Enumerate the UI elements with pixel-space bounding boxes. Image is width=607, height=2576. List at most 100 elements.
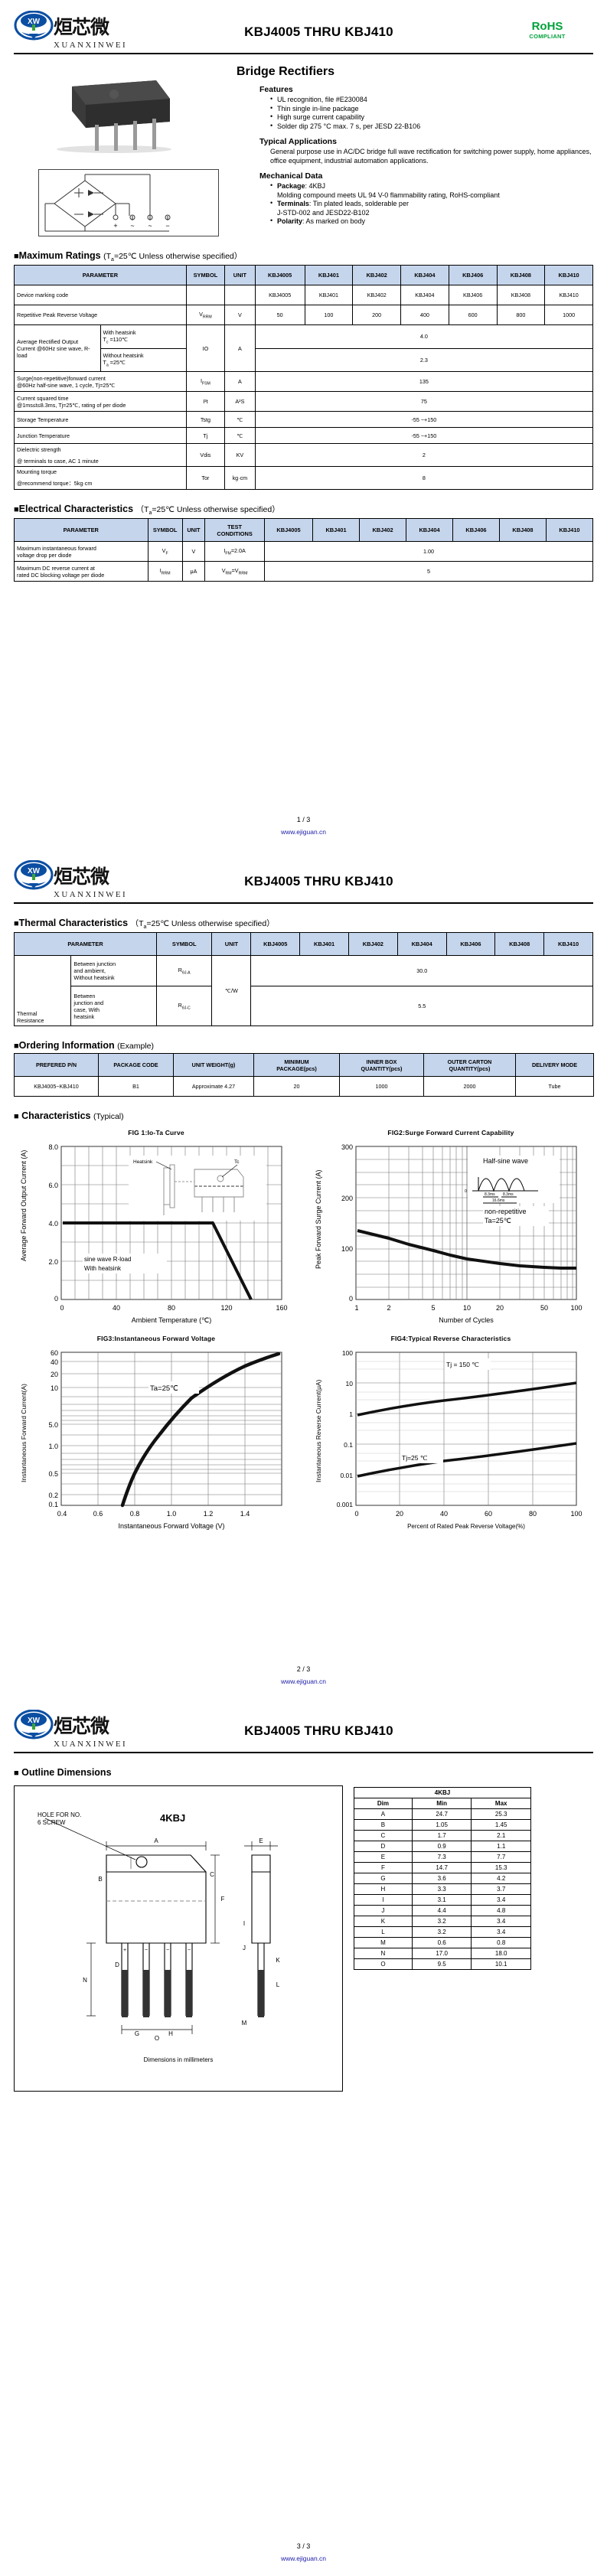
test-main: V — [221, 566, 226, 574]
cell-unit: ℃ — [224, 411, 256, 429]
callout-J: J — [243, 1945, 246, 1952]
col-kbj402: KBJ402 — [352, 265, 402, 286]
cond-post: =25℃ Unless otherwise specified） — [152, 505, 280, 515]
svg-text:8.0: 8.0 — [48, 1143, 58, 1151]
page-number: 2 / 3 — [296, 1665, 311, 1673]
cell-value: KBJ402 — [352, 285, 402, 306]
col-unit: UNIT — [181, 518, 206, 543]
page-3-footer: 3 / 3 www.ejiguan.cn — [0, 2542, 607, 2562]
svg-text:0.4: 0.4 — [57, 1510, 67, 1518]
list-item-terminals: Terminals: Tin plated leads, solderable … — [270, 199, 593, 217]
cell-max: 18.0 — [471, 1948, 531, 1959]
cell-value: 1000 — [544, 305, 593, 326]
cell-value: 5 — [263, 561, 594, 582]
col-unit: UNIT — [211, 932, 252, 957]
cell-unit: kg·cm — [224, 466, 256, 491]
col-kbj4005: KBJ4005 — [263, 518, 314, 543]
chart-xlabel: Percent of Rated Peak Reverse Voltage(%) — [407, 1523, 525, 1530]
cell-value: 50 — [254, 305, 305, 326]
table-row: I 3.1 3.4 — [354, 1894, 531, 1906]
cell-max: 4.8 — [471, 1905, 531, 1916]
cell-param: Current squared time @1ms≤t≤8.3ms, Tj=25… — [14, 391, 187, 412]
symbol-main: R — [178, 1001, 182, 1009]
table-row-torque: Mounting torque @recommend torque：5kg·cm… — [14, 466, 594, 491]
chart-row-2: FIG3:Instantaneous Forward Voltage — [14, 1335, 593, 1536]
characteristics-note: (Typical) — [93, 1112, 124, 1122]
group-l1: Thermal — [17, 1010, 38, 1018]
footer-url[interactable]: www.ejiguan.cn — [280, 828, 327, 836]
col-symbol: SYMBOL — [156, 932, 213, 957]
logo-brand-en: XUANXINWEI — [54, 1740, 128, 1749]
svg-text:10: 10 — [346, 1380, 354, 1387]
svg-text:40: 40 — [440, 1510, 448, 1518]
chart-xlabel: Ambient Temperature (℃) — [132, 1316, 211, 1324]
page-title: KBJ4005 THRU KBJ410 — [244, 1723, 393, 1738]
svg-text:5: 5 — [431, 1304, 435, 1312]
svg-text:160: 160 — [276, 1304, 287, 1312]
table-row-vf: Maximum instantaneous forward voltage dro… — [14, 541, 594, 562]
sub-without-t-post: =25℃ — [108, 359, 126, 367]
sub-l3: Without heatsink — [73, 974, 115, 982]
cell-value: KBJ406 — [448, 285, 498, 306]
symbol-sub: F — [165, 551, 168, 556]
cond-pre: （T — [135, 505, 149, 515]
chart-ylabel: Average Forward Output Current (A) — [20, 1150, 28, 1261]
cell-unit — [224, 285, 256, 306]
cell-min: 1.7 — [411, 1830, 472, 1841]
characteristic-charts: FIG 1:Io-Ta Curve — [14, 1129, 593, 1536]
cell-prefered-pn: KBJ4005~KBJ410 — [14, 1076, 99, 1097]
chart-xlabel: Instantaneous Forward Voltage (V) — [118, 1522, 224, 1530]
outline-heading: ■ Outline Dimensions — [14, 1767, 112, 1778]
hdr-l1: PACKAGE CODE — [113, 1061, 158, 1069]
cond-post: =25℃ Unless otherwise specified） — [113, 252, 243, 261]
test-main: I — [224, 546, 226, 554]
mech-terminals-note: J-STD-002 and JESD22-B102 — [277, 208, 370, 217]
page-title: KBJ4005 THRU KBJ410 — [244, 874, 393, 889]
callout-H: H — [168, 2030, 173, 2037]
cell-value-without-heatsink: 2.3 — [254, 347, 594, 373]
cell-max: 3.4 — [471, 1916, 531, 1927]
col-kbj408: KBJ408 — [494, 932, 545, 957]
col-min: Min — [411, 1798, 472, 1809]
intro-section: + ~ ~ − Bridge Rectifiers Features UL — [14, 65, 593, 236]
callout-N: N — [83, 1977, 87, 1984]
ordering-note: (Example) — [117, 1042, 154, 1052]
table-row-rthjc: Between junction and case, With heatsink… — [15, 986, 593, 1027]
svg-text:~: ~ — [166, 1948, 169, 1953]
cell-param: Surge(non-repetitive)forward current @60… — [14, 371, 187, 393]
cell-param: Mounting torque @recommend torque：5kg·cm — [14, 466, 187, 491]
table-header-row: PARAMETER SYMBOL UNIT TEST CONDITIONS KBJ… — [14, 518, 594, 543]
cell-symbol: IO — [185, 324, 226, 373]
col-kbj4005: KBJ4005 — [250, 932, 301, 957]
logo-brand-en: XUANXINWEI — [54, 890, 128, 899]
col-kbj402: KBJ402 — [348, 932, 398, 957]
cond-sub: a — [143, 924, 147, 931]
cell-symbol — [185, 285, 226, 306]
thermal-heading: ■Thermal Characteristics （Ta=25℃ Unless … — [14, 918, 275, 931]
ordering-heading: ■Ordering Information (Example) — [14, 1040, 154, 1052]
svg-text:XW: XW — [28, 18, 41, 26]
col-kbj4005: KBJ4005 — [254, 265, 305, 286]
cell-value: 400 — [400, 305, 449, 326]
col-kbj410: KBJ410 — [543, 932, 593, 957]
electrical-characteristics-table: PARAMETER SYMBOL UNIT TEST CONDITIONS KBJ… — [14, 518, 594, 582]
sub-with-t: T — [103, 335, 106, 343]
cond-post: =25℃ Unless otherwise specified） — [146, 919, 275, 928]
footer-url[interactable]: www.ejiguan.cn — [280, 1678, 327, 1685]
table-row: H 3.3 3.7 — [354, 1883, 531, 1895]
cell-value-with-heatsink: 4.0 — [254, 324, 594, 349]
svg-text:20: 20 — [51, 1371, 58, 1378]
chart-title: FIG3:Instantaneous Forward Voltage — [96, 1335, 216, 1343]
cell-symbol: RθJ-A — [156, 955, 213, 987]
cell-dim: L — [354, 1926, 413, 1938]
footer-url[interactable]: www.ejiguan.cn — [280, 2555, 327, 2562]
cell-value: -55 ~+150 — [254, 411, 594, 429]
test-l1: TEST — [227, 523, 243, 530]
hdr-l1: MINIMUM — [284, 1058, 309, 1065]
cell-package-code: B1 — [98, 1076, 174, 1097]
callout-F: F — [221, 1896, 225, 1903]
mechanical-heading: Mechanical Data — [259, 171, 323, 181]
table-row-rthja: Thermal Resistance Between junction and a… — [13, 955, 593, 1027]
cell-dim: K — [354, 1916, 413, 1927]
cell-value: 2 — [254, 443, 594, 468]
